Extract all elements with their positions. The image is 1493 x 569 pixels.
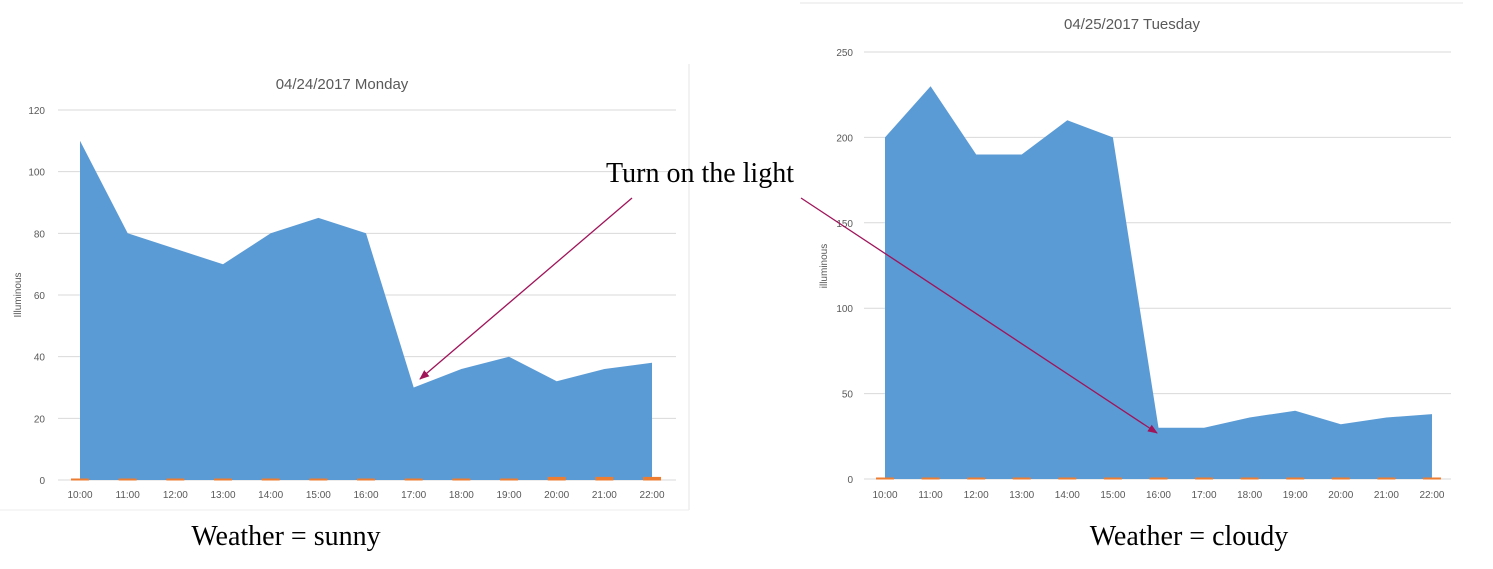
secondary-series-mark: [118, 478, 137, 481]
chart-monday: 0 20 40 60 80 100 120 10:00 11:00 12:00 13:00 14:00…: [13, 76, 676, 501]
x-tick-label: 18:00: [1237, 490, 1262, 501]
x-tick-label: 15:00: [1100, 490, 1125, 501]
y-tick-label: 20: [34, 414, 46, 425]
x-tick-label: 22:00: [1419, 490, 1444, 501]
y-tick-label: 0: [39, 476, 45, 487]
x-tick-label: 19:00: [497, 490, 522, 501]
secondary-series-mark: [1331, 477, 1350, 480]
annotation-arrow-right: [800, 197, 1158, 434]
y-tick-label: 120: [28, 106, 45, 117]
chart-title: 04/24/2017 Monday: [276, 76, 409, 93]
x-tick-label: 20:00: [1328, 490, 1353, 501]
x-tick-label: 12:00: [964, 490, 989, 501]
x-tick-label: 14:00: [1055, 490, 1080, 501]
x-tick-label: 10:00: [67, 490, 92, 501]
y-tick-label: 250: [836, 48, 853, 59]
x-tick-label: 17:00: [1192, 490, 1217, 501]
x-tick-label: 19:00: [1283, 490, 1308, 501]
caption-cloudy: Weather = cloudy: [1090, 521, 1289, 552]
secondary-series-mark: [921, 477, 940, 480]
x-tick-label: 11:00: [116, 490, 141, 501]
x-tick-label: 16:00: [354, 490, 379, 501]
secondary-series-mark: [1422, 477, 1441, 480]
chart-tuesday: 0 50 100 150 200 250 10:00 11:00 12:00 13:00 14:00…: [819, 16, 1451, 501]
secondary-series-mark: [1058, 477, 1077, 480]
y-tick-label: 200: [836, 133, 853, 144]
x-tick-label: 20:00: [544, 490, 569, 501]
secondary-series-mark: [1195, 477, 1214, 480]
y-tick-label: 80: [34, 229, 46, 240]
secondary-series-mark: [357, 478, 376, 481]
secondary-series-mark: [1149, 477, 1168, 480]
y-tick-label: 150: [836, 219, 853, 230]
y-axis-label: illuminous: [819, 244, 830, 288]
secondary-series-mark: [214, 478, 233, 481]
y-tick-label: 100: [836, 304, 853, 315]
x-tick-label: 13:00: [210, 490, 235, 501]
caption-sunny: Weather = sunny: [191, 521, 380, 552]
chart-title: 04/25/2017 Tuesday: [1064, 16, 1200, 33]
secondary-series-mark: [452, 478, 471, 481]
x-tick-label: 22:00: [640, 490, 665, 501]
secondary-series-mark: [261, 478, 280, 481]
secondary-series-mark: [404, 478, 423, 481]
secondary-series-mark: [166, 478, 185, 481]
secondary-series-mark: [876, 477, 894, 480]
x-tick-label: 13:00: [1009, 490, 1034, 501]
annotation-label: Turn on the light: [606, 158, 794, 189]
secondary-series-mark: [309, 478, 328, 481]
secondary-series-mark: [71, 478, 89, 481]
area-series-illuminous: [80, 140, 653, 481]
y-axis-label: Illuminous: [13, 272, 24, 317]
x-tick-label: 11:00: [918, 490, 943, 501]
y-tick-label: 100: [28, 168, 45, 179]
secondary-series-mark: [595, 476, 614, 481]
secondary-series-mark: [967, 477, 986, 480]
annotation-arrow-left: [419, 197, 633, 380]
secondary-series-mark: [547, 476, 566, 481]
area-series-illuminous: [885, 86, 1432, 479]
y-tick-label: 50: [842, 390, 854, 401]
x-tick-label: 15:00: [306, 490, 331, 501]
secondary-series-mark: [1240, 477, 1259, 480]
secondary-series-mark: [643, 476, 662, 481]
y-tick-label: 40: [34, 353, 46, 364]
x-tick-label: 12:00: [163, 490, 188, 501]
secondary-series-mark: [500, 478, 519, 481]
x-tick-label: 17:00: [401, 490, 426, 501]
secondary-series-mark: [1286, 477, 1305, 480]
secondary-series-mark: [1103, 477, 1122, 480]
x-tick-label: 14:00: [258, 490, 283, 501]
x-tick-label: 21:00: [592, 490, 617, 501]
y-tick-label: 0: [847, 475, 853, 486]
x-tick-label: 10:00: [872, 490, 897, 501]
y-tick-label: 60: [34, 291, 46, 302]
x-tick-label: 16:00: [1146, 490, 1171, 501]
x-tick-label: 21:00: [1374, 490, 1399, 501]
x-tick-label: 18:00: [449, 490, 474, 501]
secondary-series-mark: [1012, 477, 1031, 480]
secondary-series-mark: [1377, 477, 1396, 480]
